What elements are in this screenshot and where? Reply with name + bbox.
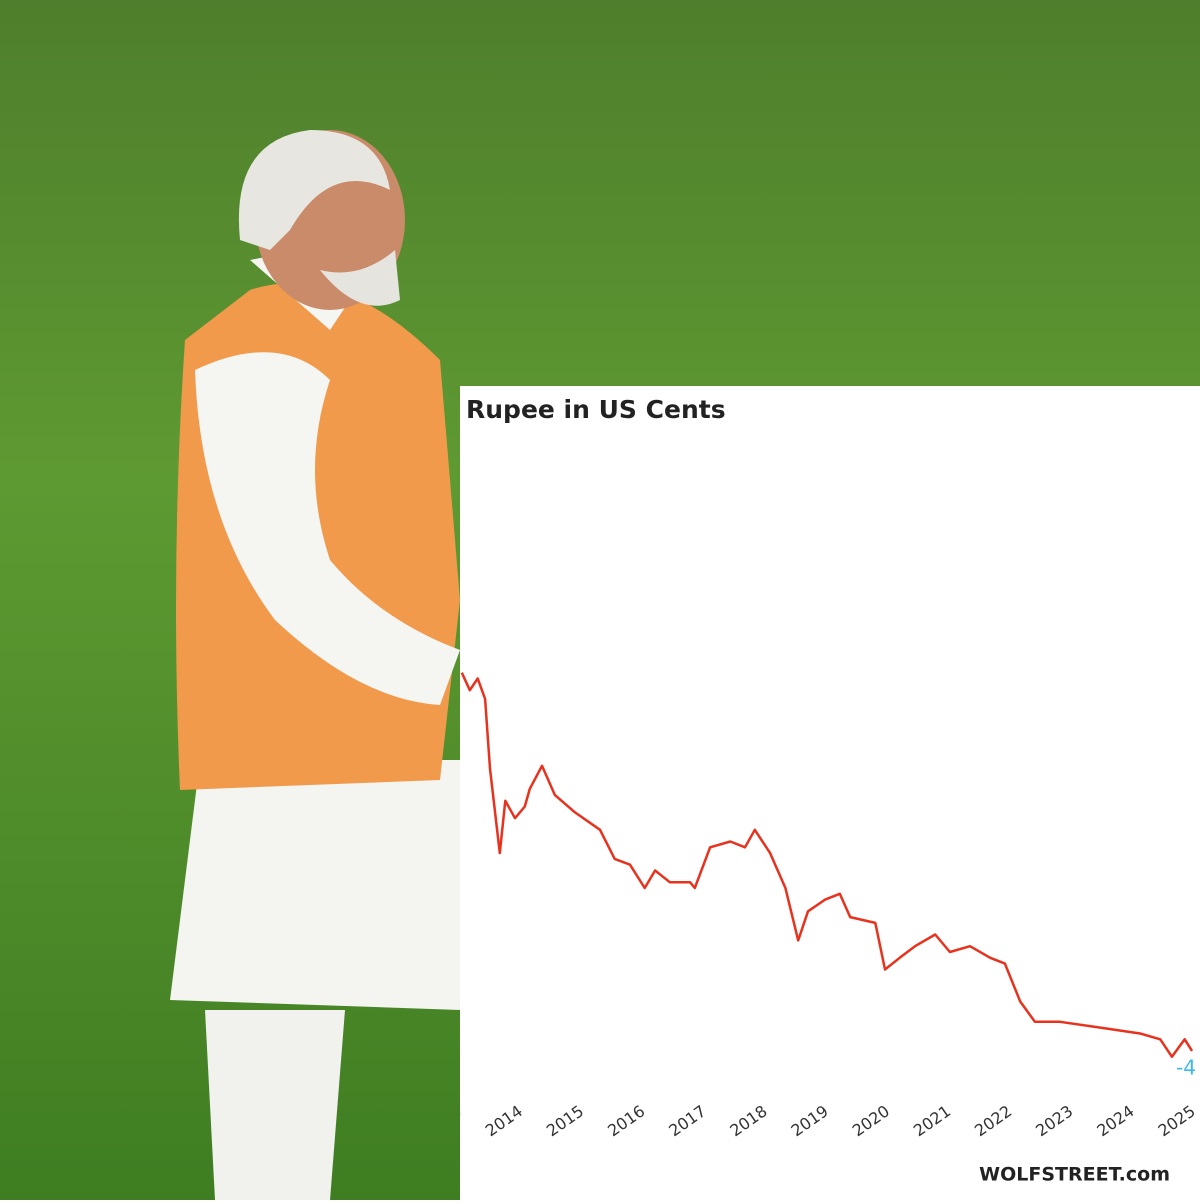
- chart-panel: [460, 386, 1200, 1200]
- end-label: -4: [1176, 1055, 1196, 1079]
- source: WOLFSTREET.com: [979, 1164, 1170, 1186]
- person: [170, 130, 460, 1200]
- chart-title: Rupee in US Cents: [466, 395, 726, 424]
- series-line: [460, 672, 1194, 1058]
